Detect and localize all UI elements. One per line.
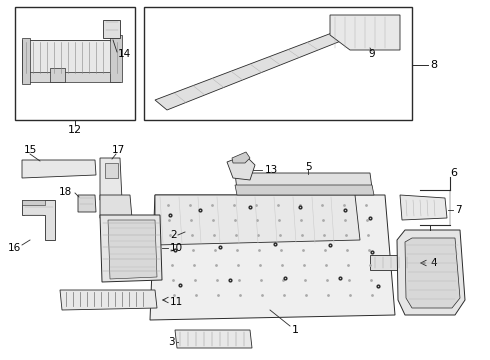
Text: 15: 15 (24, 145, 37, 155)
Polygon shape (22, 200, 55, 240)
Text: 9: 9 (368, 49, 375, 59)
Polygon shape (155, 195, 360, 245)
Text: 16: 16 (7, 243, 21, 253)
Text: 2: 2 (170, 230, 176, 240)
Polygon shape (150, 195, 395, 320)
Text: 6: 6 (450, 168, 458, 178)
Polygon shape (103, 20, 120, 38)
Polygon shape (232, 152, 250, 163)
Polygon shape (22, 40, 120, 75)
Polygon shape (110, 35, 122, 82)
Polygon shape (144, 7, 412, 120)
Text: 14: 14 (118, 49, 131, 59)
Text: 11: 11 (170, 297, 183, 307)
Polygon shape (22, 200, 45, 205)
Polygon shape (330, 15, 400, 50)
Polygon shape (235, 173, 372, 190)
Polygon shape (22, 38, 30, 84)
Polygon shape (175, 330, 252, 348)
Polygon shape (100, 215, 162, 282)
Text: 13: 13 (265, 165, 278, 175)
Polygon shape (15, 7, 135, 120)
Polygon shape (22, 160, 96, 178)
Text: 4: 4 (430, 258, 437, 268)
Text: 18: 18 (58, 187, 72, 197)
Text: 1: 1 (292, 325, 298, 335)
Polygon shape (227, 155, 255, 180)
Circle shape (67, 166, 73, 172)
Circle shape (37, 166, 43, 172)
Polygon shape (22, 72, 120, 82)
Polygon shape (235, 185, 374, 195)
Polygon shape (78, 195, 96, 212)
Polygon shape (100, 158, 122, 200)
Circle shape (52, 166, 58, 172)
Polygon shape (105, 163, 118, 178)
Polygon shape (405, 238, 460, 308)
Text: 8: 8 (430, 60, 437, 70)
Polygon shape (397, 230, 465, 315)
Polygon shape (108, 220, 157, 279)
Circle shape (49, 66, 65, 82)
Polygon shape (400, 195, 447, 220)
Polygon shape (370, 255, 415, 270)
Text: 10: 10 (170, 243, 183, 253)
Polygon shape (155, 28, 356, 110)
Text: 12: 12 (68, 125, 82, 135)
Text: 5: 5 (305, 162, 311, 172)
Text: 17: 17 (111, 145, 124, 155)
Text: 7: 7 (455, 205, 462, 215)
Text: 3: 3 (168, 337, 174, 347)
Polygon shape (50, 68, 65, 82)
Polygon shape (100, 195, 132, 218)
Polygon shape (60, 290, 157, 310)
